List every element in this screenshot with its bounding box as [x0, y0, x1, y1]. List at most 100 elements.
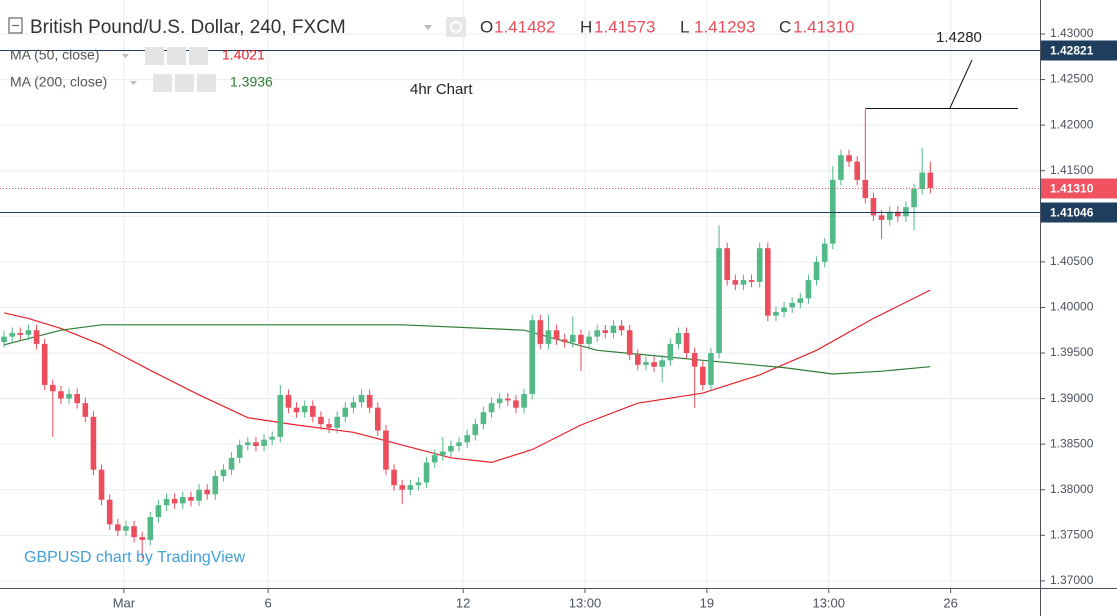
- candle-body: [228, 457, 235, 470]
- x-tick-label: 13:00: [812, 595, 845, 610]
- candle-body: [708, 353, 714, 385]
- candle-body: [90, 416, 97, 470]
- candle-body: [781, 307, 787, 313]
- candle-body: [838, 155, 844, 180]
- candle-body: [342, 407, 349, 417]
- indicator-name: MA (200, close): [10, 74, 107, 90]
- candle-body: [58, 391, 64, 399]
- y-tick-label: 1.40000: [1050, 300, 1094, 314]
- candle-body: [407, 485, 414, 490]
- candle-body: [9, 332, 15, 337]
- candle-body: [691, 353, 698, 367]
- y-tick-label: 1.37500: [1050, 527, 1094, 541]
- price-label-box: [1041, 178, 1117, 199]
- candle-body: [610, 325, 617, 333]
- watermark[interactable]: GBPUSD chart by TradingView: [24, 549, 246, 566]
- candle-body: [448, 445, 454, 452]
- indicator-icon: [167, 47, 186, 65]
- candle-body: [570, 334, 576, 343]
- candle-body: [180, 497, 186, 504]
- candle-body: [675, 332, 682, 344]
- candle-body: [350, 402, 357, 408]
- ohlc-value: 1.41573: [594, 17, 655, 36]
- annotation-pointer: [949, 59, 973, 109]
- candle-body: [171, 498, 178, 504]
- candle-body: [366, 394, 373, 408]
- candle-body: [578, 334, 584, 344]
- candle-body: [789, 302, 795, 308]
- candle-body: [521, 394, 527, 408]
- annotation: 4hr Chart: [410, 81, 473, 98]
- ma-line: [3, 289, 931, 464]
- y-tick-label: 1.41500: [1050, 163, 1094, 177]
- candle-body: [253, 442, 259, 446]
- indicator-layer: [3, 289, 931, 464]
- candle-body: [188, 497, 194, 501]
- candle-body: [301, 405, 308, 413]
- candle-body: [41, 343, 48, 385]
- candle-body: [399, 485, 405, 490]
- ohlc-value: 1.41482: [494, 17, 555, 36]
- candle-body: [862, 179, 869, 199]
- candle-body: [391, 469, 397, 486]
- candle-body: [212, 476, 219, 495]
- collapse-icon[interactable]: [8, 17, 23, 34]
- candle-body: [163, 498, 170, 506]
- ohlc-key: L: [680, 17, 689, 36]
- candle-body: [375, 407, 381, 431]
- candle-body: [602, 330, 609, 333]
- indicator-legend: MA (50, close) 1.4021 MA (200, close) 1.393…: [10, 47, 273, 92]
- candle-body: [626, 330, 633, 355]
- dropdown-arrow: [122, 54, 129, 58]
- indicator-value: 1.3936: [230, 74, 273, 90]
- ohlc-value: 1.41310: [793, 17, 854, 36]
- candle-body: [773, 312, 779, 316]
- x-tick-label: 6: [265, 595, 272, 610]
- candle-body: [318, 416, 324, 425]
- candle-body: [651, 362, 657, 367]
- candle-body: [245, 442, 251, 446]
- candle-body: [155, 505, 162, 518]
- ohlc-key: H: [580, 17, 592, 36]
- candle-body: [488, 403, 495, 413]
- y-tick-label: 1.38500: [1050, 436, 1094, 450]
- candle-body: [505, 398, 511, 401]
- candle-body: [334, 416, 340, 428]
- ohlc-value: 1.41293: [694, 17, 755, 36]
- candle-body: [748, 280, 755, 282]
- candle-body: [496, 398, 503, 404]
- candle-body: [586, 336, 592, 344]
- candle-body: [854, 161, 860, 180]
- settings-icon[interactable]: [446, 17, 466, 37]
- candle-body: [66, 394, 72, 399]
- candle-body: [269, 436, 275, 440]
- candle-body: [545, 330, 552, 344]
- y-tick-label: 1.40500: [1050, 254, 1094, 268]
- price-label-box: [1041, 202, 1117, 223]
- candle-body: [846, 155, 852, 162]
- candle-body: [220, 469, 227, 477]
- candle-body: [472, 424, 479, 436]
- candle-body: [196, 489, 202, 501]
- candle-body: [415, 482, 422, 486]
- candle-body: [667, 343, 674, 361]
- candle-body: [204, 489, 210, 495]
- candle-body: [358, 394, 365, 403]
- dropdown-arrow[interactable]: [424, 25, 432, 30]
- candle-body: [618, 325, 625, 331]
- candle-body: [830, 179, 836, 244]
- candle-body: [537, 320, 544, 344]
- indicator-icon: [153, 74, 172, 92]
- chart-title: British Pound/U.S. Dollar, 240, FXCM: [30, 17, 346, 38]
- y-tick-label: 1.42500: [1050, 72, 1094, 86]
- candle-body: [903, 207, 909, 217]
- candle-body: [464, 435, 470, 443]
- annotation: 1.4280: [936, 29, 982, 46]
- candle-body: [115, 524, 121, 531]
- price-label: 1.41046: [1050, 206, 1094, 220]
- candle-body: [440, 451, 446, 456]
- candle-body: [17, 332, 24, 335]
- grid: [0, 0, 1040, 588]
- candle-body: [659, 360, 665, 367]
